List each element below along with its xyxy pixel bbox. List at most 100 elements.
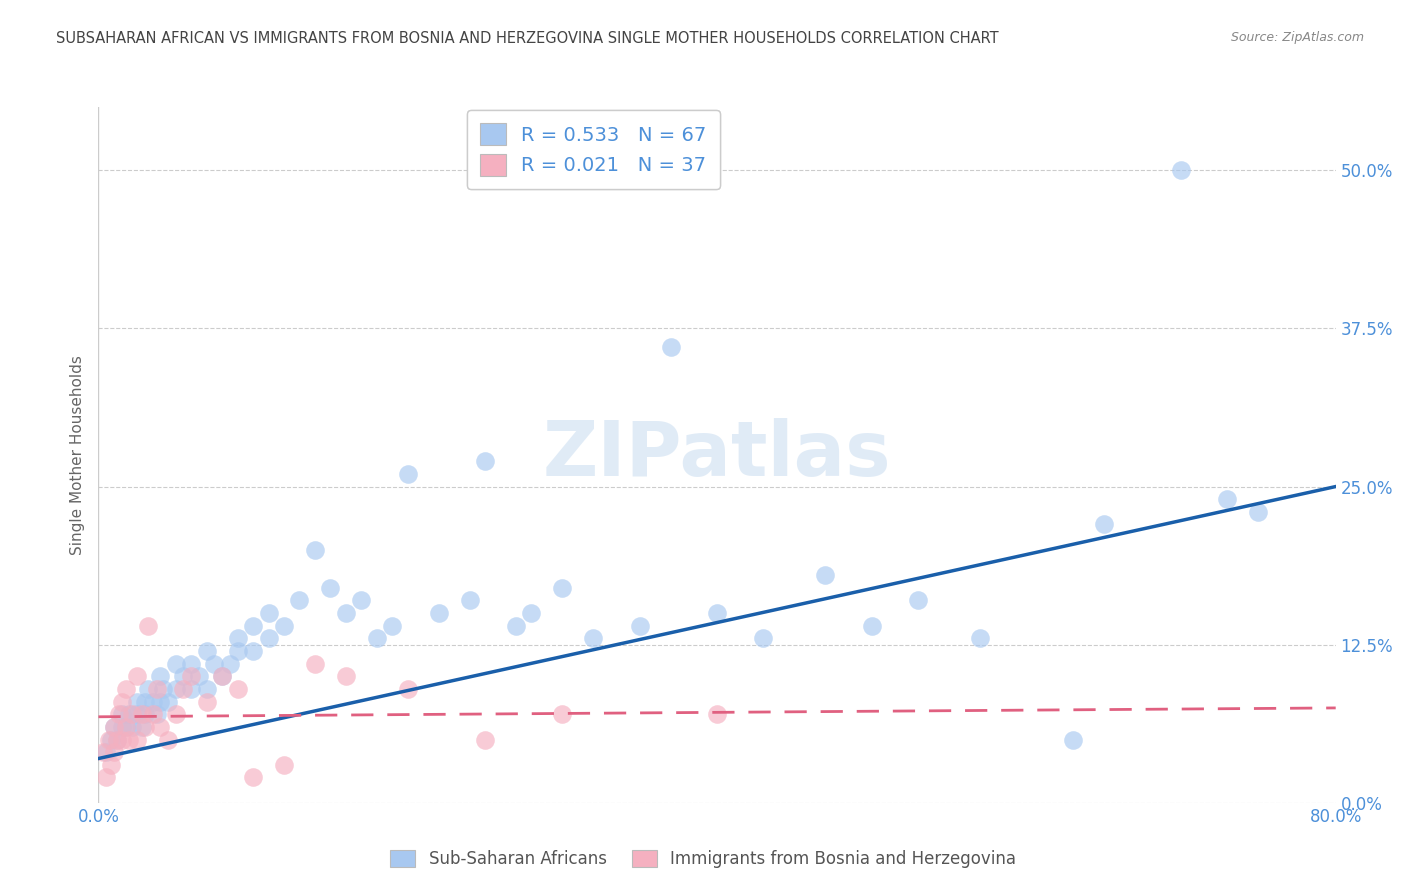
Point xyxy=(1247,505,1270,519)
Point xyxy=(195,695,218,709)
Point xyxy=(91,745,114,759)
Point xyxy=(115,720,138,734)
Point xyxy=(165,681,187,696)
Point xyxy=(474,732,496,747)
Point xyxy=(100,732,122,747)
Point xyxy=(127,669,149,683)
Point xyxy=(211,669,233,683)
Point xyxy=(103,720,125,734)
Point xyxy=(706,707,728,722)
Point xyxy=(226,681,249,696)
Point xyxy=(1092,517,1115,532)
Point xyxy=(396,681,419,696)
Point xyxy=(118,732,141,747)
Point xyxy=(257,632,280,646)
Point xyxy=(107,707,129,722)
Point xyxy=(142,695,165,709)
Point xyxy=(1062,732,1084,747)
Point xyxy=(304,542,326,557)
Point xyxy=(127,707,149,722)
Point xyxy=(180,669,202,683)
Point xyxy=(96,745,118,759)
Point xyxy=(551,707,574,722)
Point xyxy=(319,581,342,595)
Point xyxy=(1170,163,1192,178)
Point xyxy=(121,707,143,722)
Point xyxy=(134,695,156,709)
Point xyxy=(396,467,419,481)
Point xyxy=(242,644,264,658)
Point xyxy=(134,707,156,722)
Point xyxy=(115,681,138,696)
Point xyxy=(582,632,605,646)
Point xyxy=(136,681,159,696)
Point xyxy=(111,695,134,709)
Point xyxy=(188,669,211,683)
Point xyxy=(204,657,226,671)
Point xyxy=(111,732,134,747)
Point xyxy=(100,757,122,772)
Point xyxy=(180,657,202,671)
Point xyxy=(149,695,172,709)
Point xyxy=(226,644,249,658)
Point xyxy=(226,632,249,646)
Point xyxy=(628,618,651,632)
Point xyxy=(121,720,143,734)
Point xyxy=(195,681,218,696)
Point xyxy=(706,606,728,620)
Point xyxy=(149,669,172,683)
Point xyxy=(131,707,153,722)
Point xyxy=(105,732,128,747)
Point xyxy=(136,618,159,632)
Point xyxy=(273,618,295,632)
Point xyxy=(149,720,172,734)
Point xyxy=(111,720,134,734)
Point xyxy=(257,606,280,620)
Point xyxy=(146,707,169,722)
Point xyxy=(366,632,388,646)
Point xyxy=(969,632,991,646)
Point xyxy=(304,657,326,671)
Point xyxy=(111,707,134,722)
Point xyxy=(288,593,311,607)
Point xyxy=(860,618,883,632)
Text: ZIPatlas: ZIPatlas xyxy=(543,418,891,491)
Point xyxy=(131,720,153,734)
Point xyxy=(458,593,481,607)
Point xyxy=(242,771,264,785)
Point xyxy=(814,568,837,582)
Point xyxy=(118,707,141,722)
Point xyxy=(157,732,180,747)
Point xyxy=(1216,492,1239,507)
Point xyxy=(427,606,450,620)
Point xyxy=(474,454,496,468)
Point xyxy=(273,757,295,772)
Text: Source: ZipAtlas.com: Source: ZipAtlas.com xyxy=(1230,31,1364,45)
Point xyxy=(551,581,574,595)
Point xyxy=(381,618,404,632)
Point xyxy=(242,618,264,632)
Point xyxy=(103,745,125,759)
Point xyxy=(98,732,121,747)
Point xyxy=(752,632,775,646)
Point xyxy=(134,720,156,734)
Point xyxy=(219,657,242,671)
Text: SUBSAHARAN AFRICAN VS IMMIGRANTS FROM BOSNIA AND HERZEGOVINA SINGLE MOTHER HOUSE: SUBSAHARAN AFRICAN VS IMMIGRANTS FROM BO… xyxy=(56,31,998,46)
Point xyxy=(127,732,149,747)
Point xyxy=(105,732,128,747)
Point xyxy=(103,720,125,734)
Point xyxy=(335,669,357,683)
Point xyxy=(505,618,527,632)
Point xyxy=(659,340,682,354)
Point xyxy=(96,771,118,785)
Point xyxy=(335,606,357,620)
Point xyxy=(142,707,165,722)
Point xyxy=(152,681,174,696)
Legend: Sub-Saharan Africans, Immigrants from Bosnia and Herzegovina: Sub-Saharan Africans, Immigrants from Bo… xyxy=(384,843,1022,875)
Point xyxy=(520,606,543,620)
Point xyxy=(146,681,169,696)
Point xyxy=(907,593,929,607)
Point xyxy=(115,720,138,734)
Y-axis label: Single Mother Households: Single Mother Households xyxy=(70,355,86,555)
Point xyxy=(165,657,187,671)
